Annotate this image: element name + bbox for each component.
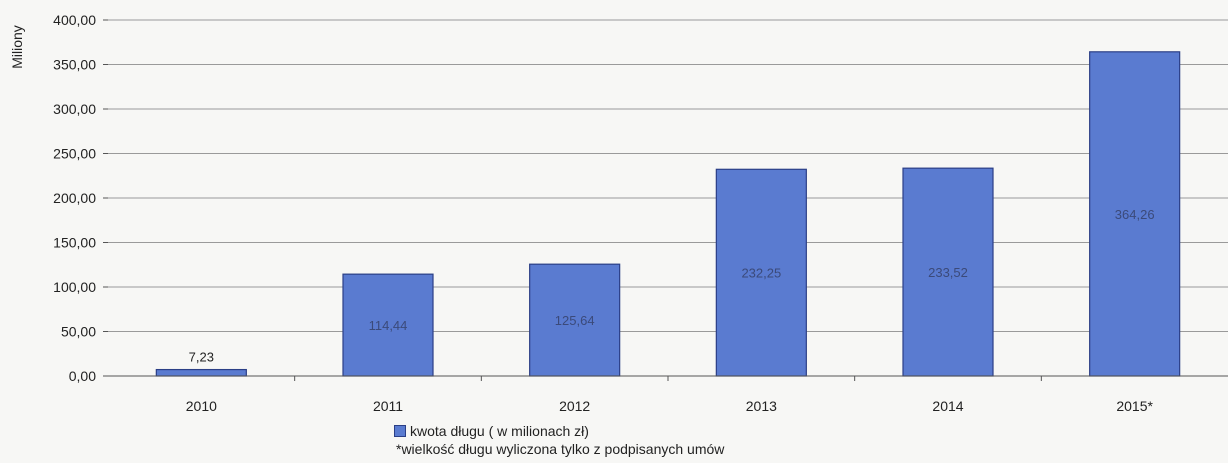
legend-swatch <box>394 425 406 437</box>
legend: kwota długu ( w milionach zł) *wielkość … <box>394 422 724 458</box>
gridlines <box>108 19 1228 332</box>
bar-2012 <box>529 263 621 377</box>
data-label: 233,52 <box>928 265 968 280</box>
legend-label: kwota długu ( w milionach zł) <box>410 423 589 439</box>
bar-2010 <box>155 368 247 377</box>
footnote: *wielkość długu wyliczona tylko z podpis… <box>396 441 725 457</box>
bars <box>155 51 1181 377</box>
bar-2014 <box>902 167 994 377</box>
y-tick-label: 350,00 <box>53 57 96 73</box>
y-tick-label: 0,00 <box>69 368 96 384</box>
data-label: 114,44 <box>369 318 408 333</box>
bar-2011 <box>342 273 434 377</box>
data-label: 125,64 <box>555 313 595 328</box>
x-axis-ticks: 2010 2011 2012 2013 2014 2015* <box>186 376 1154 414</box>
y-axis-ticks: 0,00 50,00 100,00 150,00 200,00 250,00 300,00 3… <box>53 12 108 384</box>
x-tick-label: 2013 <box>746 398 777 414</box>
y-tick-label: 50,00 <box>61 324 96 340</box>
y-tick-label: 100,00 <box>53 279 96 295</box>
data-label: 7,23 <box>189 350 214 365</box>
x-tick-label: 2015* <box>1116 398 1153 414</box>
x-tick-label: 2014 <box>932 398 963 414</box>
bar-2015 <box>1089 51 1181 377</box>
bar-2013 <box>715 168 807 377</box>
y-tick-label: 400,00 <box>53 12 96 28</box>
data-labels: 7,23 114,44 125,64 232,25 233,52 364,26 <box>189 207 1155 365</box>
y-tick-label: 300,00 <box>53 101 96 117</box>
y-tick-label: 250,00 <box>53 146 96 162</box>
y-axis-title: Miliony <box>9 25 25 69</box>
data-label: 232,25 <box>741 266 781 281</box>
x-tick-label: 2010 <box>186 398 217 414</box>
y-tick-label: 200,00 <box>53 190 96 206</box>
x-tick-label: 2012 <box>559 398 590 414</box>
legend-item: kwota długu ( w milionach zł) <box>394 422 724 440</box>
y-tick-label: 150,00 <box>53 235 96 251</box>
data-label: 364,26 <box>1115 207 1155 222</box>
x-tick-label: 2011 <box>373 398 403 414</box>
